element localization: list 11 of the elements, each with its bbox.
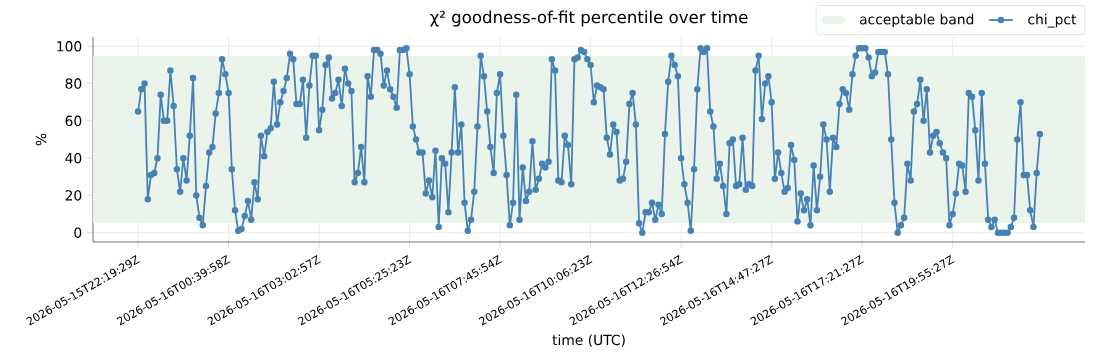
y-tick-label: 60 xyxy=(65,115,82,127)
x-axis-title: time (UTC) xyxy=(552,334,625,347)
y-tick-label: 80 xyxy=(65,78,82,89)
legend-label: acceptable band xyxy=(859,13,974,28)
y-axis-title: % xyxy=(35,133,47,146)
y-tick-label: 100 xyxy=(57,41,82,52)
chart-title: χ² goodness-of-fit percentile over time xyxy=(430,10,748,27)
y-tick-label: 40 xyxy=(65,152,82,164)
legend-label: chi_pct xyxy=(1028,13,1077,28)
y-tick-label: 0 xyxy=(74,227,82,238)
y-tick-label: 20 xyxy=(65,190,82,201)
